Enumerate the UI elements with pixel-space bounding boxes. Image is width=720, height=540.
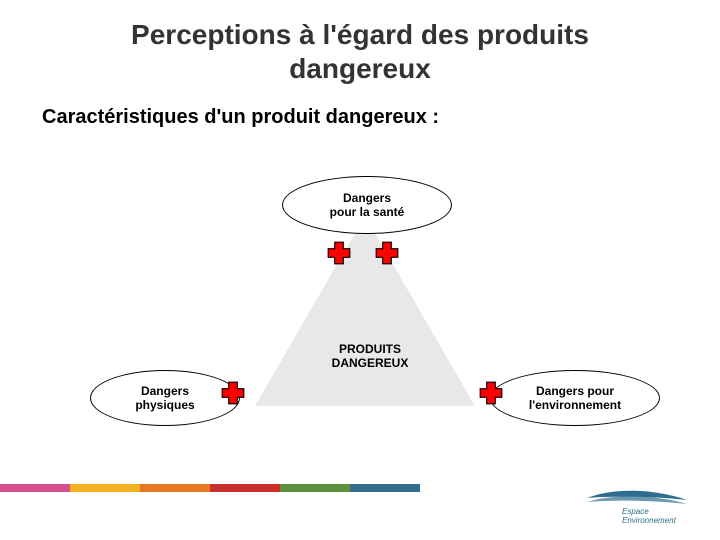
footer-seg [350,484,420,492]
ellipse-left: Dangers physiques [90,370,240,426]
center-label-l1: PRODUITS [339,342,401,356]
ellipse-top-l1: Dangers [343,191,391,205]
title-line2: dangereux [289,53,431,84]
logo-text-l2: Environnement [622,516,677,525]
ellipse-left-l1: Dangers [141,384,189,398]
triangle [255,216,475,406]
subtitle: Caractéristiques d'un produit dangereux … [42,106,439,129]
center-label-l2: DANGEREUX [332,356,409,370]
ellipse-top-l2: pour la santé [330,205,405,219]
title-line1: Perceptions à l'égard des produits [131,19,589,50]
footer-seg [140,484,210,492]
cross-icon [478,380,504,406]
cross-icon [374,240,400,266]
center-label: PRODUITS DANGEREUX [310,342,430,371]
logo-text-l1: Espace [622,507,649,516]
diagram: PRODUITS DANGEREUX Dangers pour la santé… [0,160,720,450]
slide: Perceptions à l'égard des produits dange… [0,0,720,540]
ellipse-right: Dangers pour l'environnement [490,370,660,426]
footer-seg [210,484,280,492]
footer-seg [70,484,140,492]
logo: Espace Environnement [582,486,692,526]
footer-seg [280,484,350,492]
ellipse-right-l2: l'environnement [529,398,621,412]
ellipse-left-l2: physiques [135,398,194,412]
cross-icon [220,380,246,406]
page-title: Perceptions à l'égard des produits dange… [0,18,720,85]
ellipse-right-l1: Dangers pour [536,384,614,398]
ellipse-top: Dangers pour la santé [282,176,452,234]
footer-seg [0,484,70,492]
cross-icon [326,240,352,266]
